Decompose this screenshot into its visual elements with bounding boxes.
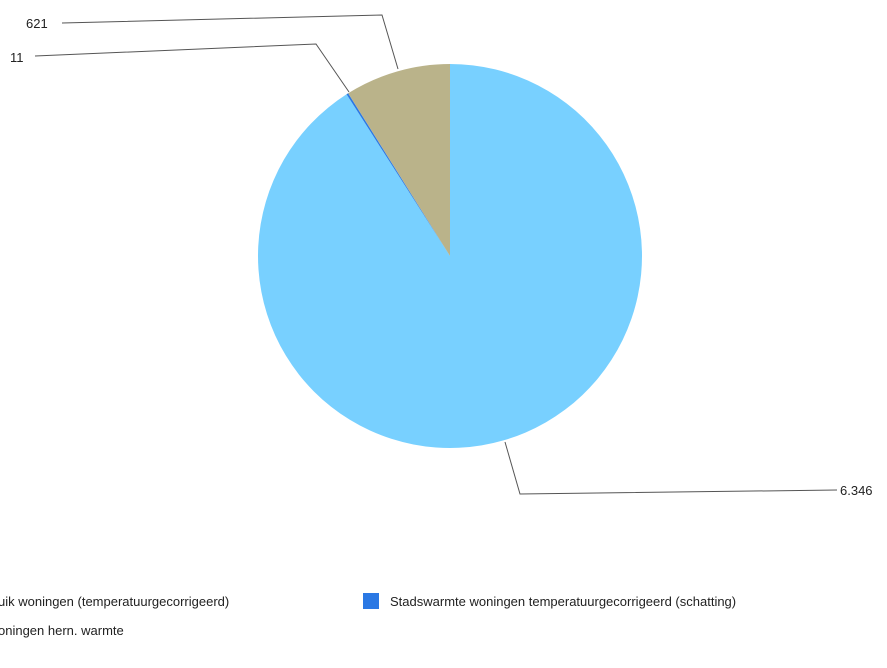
pie-slice-hern-warmte bbox=[348, 64, 450, 256]
data-label-gasverbruik: 6.346 bbox=[840, 483, 873, 498]
legend: uik woningen (temperatuurgecorrigeerd) S… bbox=[0, 593, 736, 638]
pie-slice-stadswarmte bbox=[346, 93, 450, 257]
legend-label-hern-warmte: oningen hern. warmte bbox=[0, 623, 124, 638]
pie-slices bbox=[258, 64, 643, 449]
data-label-stadswarmte: 11 bbox=[10, 50, 24, 65]
leader-line-hern-warmte bbox=[61, 14, 399, 70]
leader-line-stadswarmte bbox=[34, 43, 350, 93]
data-label-hern-warmte: 621 bbox=[26, 16, 48, 31]
legend-label-gasverbruik: uik woningen (temperatuurgecorrigeerd) bbox=[0, 594, 229, 609]
legend-swatch-stadswarmte bbox=[363, 593, 379, 609]
legend-label-stadswarmte: Stadswarmte woningen temperatuurgecorrig… bbox=[390, 594, 736, 609]
leader-line-gasverbruik bbox=[504, 441, 838, 495]
pie-slice-gasverbruik bbox=[258, 64, 643, 449]
